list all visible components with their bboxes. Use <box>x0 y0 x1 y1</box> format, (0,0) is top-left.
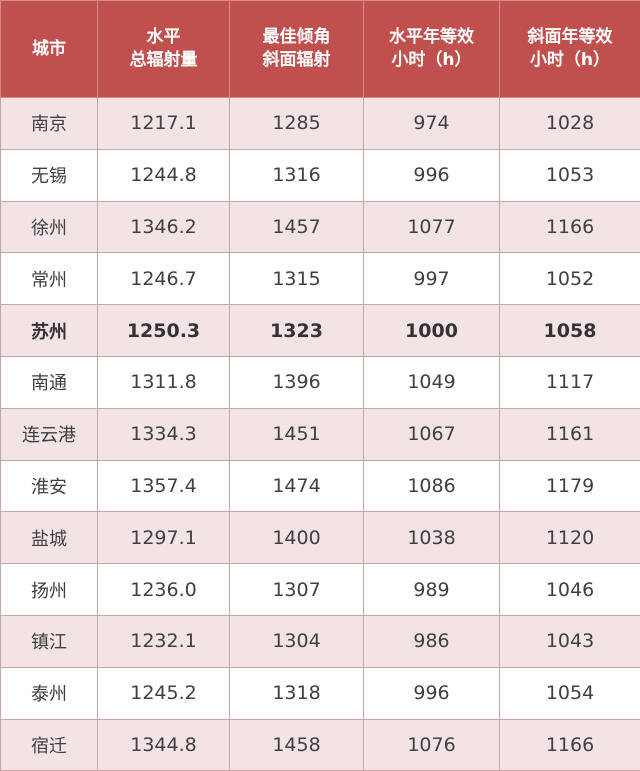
city-cell: 徐州 <box>0 200 98 254</box>
value-cell: 1458 <box>229 718 364 771</box>
value-cell: 1304 <box>229 614 364 668</box>
value-cell: 1043 <box>499 614 640 668</box>
city-cell: 镇江 <box>0 614 98 668</box>
value-cell: 1166 <box>499 718 640 771</box>
table-row: 宿迁 1344.8 1458 1076 1166 <box>0 718 640 771</box>
city-cell: 苏州 <box>0 304 98 357</box>
city-cell: 盐城 <box>0 511 98 565</box>
table-row: 徐州 1346.2 1457 1077 1166 <box>0 200 640 254</box>
value-cell: 1058 <box>499 304 640 357</box>
value-cell: 997 <box>363 252 500 306</box>
value-cell: 1316 <box>229 148 364 202</box>
value-cell: 1038 <box>363 511 500 565</box>
value-cell: 1451 <box>229 407 364 461</box>
value-cell: 1246.7 <box>97 252 230 306</box>
value-cell: 989 <box>363 563 500 616</box>
value-cell: 986 <box>363 614 500 668</box>
table-body: 南京 1217.1 1285 974 1028 无锡 1244.8 1316 996 1053 徐州… <box>0 97 640 771</box>
table-row: 常州 1246.7 1315 997 1052 <box>0 252 640 306</box>
table-row: 无锡 1244.8 1316 996 1053 <box>0 148 640 202</box>
value-cell: 1315 <box>229 252 364 306</box>
value-cell: 1067 <box>363 407 500 461</box>
value-cell: 1054 <box>499 666 640 720</box>
value-cell: 1334.3 <box>97 407 230 461</box>
table-row: 淮安 1357.4 1474 1086 1179 <box>0 459 640 513</box>
header-horizontal-radiation: 水平 总辐射量 <box>97 0 230 98</box>
city-cell: 泰州 <box>0 666 98 720</box>
value-cell: 1077 <box>363 200 500 254</box>
table-row: 南通 1311.8 1396 1049 1117 <box>0 355 640 409</box>
value-cell: 1457 <box>229 200 364 254</box>
value-cell: 1120 <box>499 511 640 565</box>
city-cell: 宿迁 <box>0 718 98 771</box>
table-row: 南京 1217.1 1285 974 1028 <box>0 97 640 150</box>
header-tilted-radiation: 最佳倾角 斜面辐射 <box>229 0 364 98</box>
value-cell: 1357.4 <box>97 459 230 513</box>
value-cell: 1028 <box>499 97 640 150</box>
value-cell: 1053 <box>499 148 640 202</box>
table-row: 苏州 1250.3 1323 1000 1058 <box>0 304 640 357</box>
header-tilted-hours: 斜面年等效 小时（h） <box>499 0 640 98</box>
value-cell: 974 <box>363 97 500 150</box>
value-cell: 1076 <box>363 718 500 771</box>
table-row: 盐城 1297.1 1400 1038 1120 <box>0 511 640 565</box>
city-cell: 连云港 <box>0 407 98 461</box>
value-cell: 1052 <box>499 252 640 306</box>
value-cell: 1307 <box>229 563 364 616</box>
city-cell: 淮安 <box>0 459 98 513</box>
header-city: 城市 <box>0 0 98 98</box>
value-cell: 1285 <box>229 97 364 150</box>
value-cell: 1000 <box>363 304 500 357</box>
value-cell: 1396 <box>229 355 364 409</box>
value-cell: 1217.1 <box>97 97 230 150</box>
city-cell: 南通 <box>0 355 98 409</box>
value-cell: 1244.8 <box>97 148 230 202</box>
table-row: 泰州 1245.2 1318 996 1054 <box>0 666 640 720</box>
value-cell: 1400 <box>229 511 364 565</box>
value-cell: 1323 <box>229 304 364 357</box>
value-cell: 1250.3 <box>97 304 230 357</box>
value-cell: 996 <box>363 148 500 202</box>
value-cell: 996 <box>363 666 500 720</box>
value-cell: 1232.1 <box>97 614 230 668</box>
table-row: 扬州 1236.0 1307 989 1046 <box>0 563 640 616</box>
city-cell: 扬州 <box>0 563 98 616</box>
value-cell: 1117 <box>499 355 640 409</box>
value-cell: 1166 <box>499 200 640 254</box>
value-cell: 1344.8 <box>97 718 230 771</box>
city-cell: 常州 <box>0 252 98 306</box>
value-cell: 1161 <box>499 407 640 461</box>
value-cell: 1474 <box>229 459 364 513</box>
table-row: 镇江 1232.1 1304 986 1043 <box>0 614 640 668</box>
value-cell: 1297.1 <box>97 511 230 565</box>
value-cell: 1346.2 <box>97 200 230 254</box>
value-cell: 1318 <box>229 666 364 720</box>
value-cell: 1179 <box>499 459 640 513</box>
header-horizontal-hours: 水平年等效 小时（h） <box>363 0 500 98</box>
header-row: 城市 水平 总辐射量 最佳倾角 斜面辐射 水平年等效 小时（h） 斜面年等效 小时（h） <box>0 0 640 98</box>
value-cell: 1046 <box>499 563 640 616</box>
value-cell: 1049 <box>363 355 500 409</box>
value-cell: 1245.2 <box>97 666 230 720</box>
table-row: 连云港 1334.3 1451 1067 1161 <box>0 407 640 461</box>
city-cell: 南京 <box>0 97 98 150</box>
city-cell: 无锡 <box>0 148 98 202</box>
value-cell: 1086 <box>363 459 500 513</box>
value-cell: 1311.8 <box>97 355 230 409</box>
value-cell: 1236.0 <box>97 563 230 616</box>
